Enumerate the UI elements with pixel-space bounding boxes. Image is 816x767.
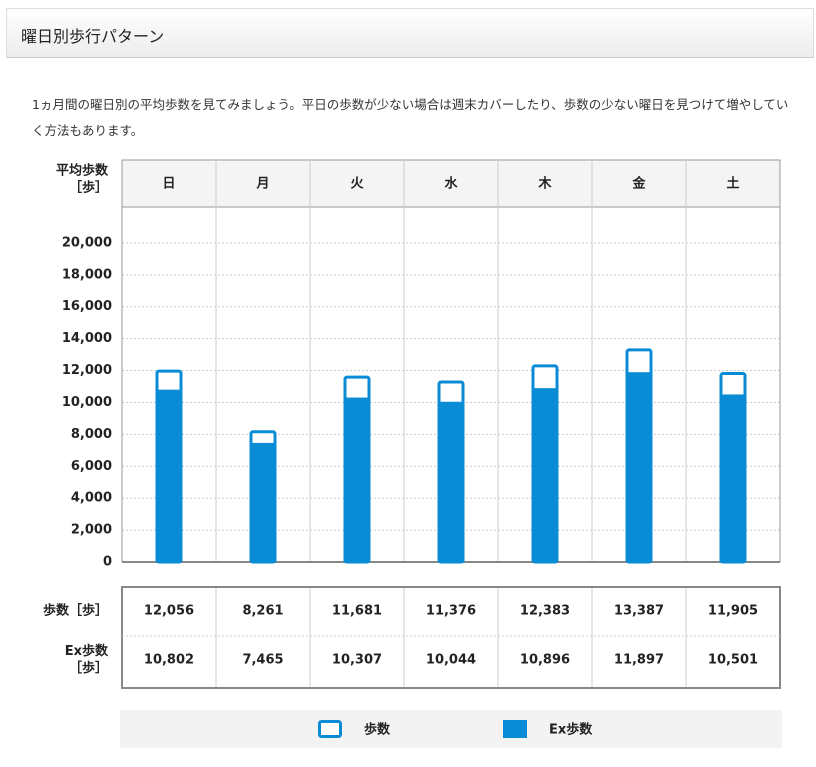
- x-tick-label: 日: [162, 177, 175, 192]
- y-tick-label: 6,000: [71, 459, 112, 474]
- table-value: 13,387: [614, 604, 664, 619]
- x-tick-label: 金: [631, 176, 646, 192]
- description: 1ヵ月間の曜日別の平均歩数を見てみましょう。平日の歩数が少ない場合は週末カバーし…: [32, 97, 789, 138]
- table-value: 11,897: [614, 653, 664, 668]
- bar: [531, 388, 559, 562]
- table-value: 12,383: [520, 604, 570, 619]
- table-frame: [121, 586, 781, 689]
- legend-label: 歩数: [364, 722, 391, 738]
- table-row-label: 歩数［歩］: [43, 603, 108, 619]
- legend-swatch: [503, 720, 527, 738]
- y-tick-label: 18,000: [62, 267, 112, 282]
- y-tick-label: 12,000: [62, 363, 112, 378]
- y-tick-label: 14,000: [62, 331, 112, 346]
- x-tick-label: 土: [726, 176, 739, 192]
- bar: [625, 372, 653, 562]
- table-value: 10,044: [426, 653, 476, 668]
- y-tick-label: 4,000: [71, 491, 112, 506]
- y-tick-label: 20,000: [62, 235, 112, 250]
- header-title: 曜日別歩行パターン: [21, 27, 165, 46]
- table-value: 8,261: [242, 604, 283, 619]
- bar: [249, 442, 277, 562]
- table-value: 10,896: [520, 653, 570, 668]
- y-tick-label: 10,000: [62, 395, 112, 410]
- legend-box: [120, 710, 782, 748]
- x-tick-label: 火: [350, 177, 364, 192]
- bar: [155, 389, 183, 562]
- legend-swatch: [318, 720, 342, 738]
- x-tick-label: 水: [444, 176, 458, 192]
- y-axis-label: 平均歩数: [56, 163, 109, 179]
- table-value: 11,905: [708, 604, 758, 619]
- x-tick-label: 月: [255, 177, 269, 192]
- table-value: 11,376: [426, 604, 476, 619]
- table-row-label: Ex歩数: [65, 643, 109, 659]
- y-axis-label: ［歩］: [69, 180, 108, 196]
- table-value: 10,802: [144, 653, 194, 668]
- table-value: 11,681: [332, 604, 382, 619]
- y-tick-label: 0: [103, 555, 112, 570]
- table-value: 7,465: [242, 653, 283, 668]
- header: 曜日別歩行パターン: [6, 8, 814, 58]
- bar: [343, 397, 371, 562]
- y-tick-label: 8,000: [71, 427, 112, 442]
- y-tick-label: 16,000: [62, 299, 112, 314]
- table-value: 10,501: [708, 653, 758, 668]
- y-tick-label: 2,000: [71, 523, 112, 538]
- table-row-label: ［歩］: [69, 660, 108, 676]
- legend-label: Ex歩数: [549, 722, 593, 738]
- bar: [437, 401, 465, 562]
- bar: [719, 394, 747, 562]
- x-tick-label: 木: [537, 176, 552, 192]
- table-value: 12,056: [144, 604, 194, 619]
- table-value: 10,307: [332, 653, 382, 668]
